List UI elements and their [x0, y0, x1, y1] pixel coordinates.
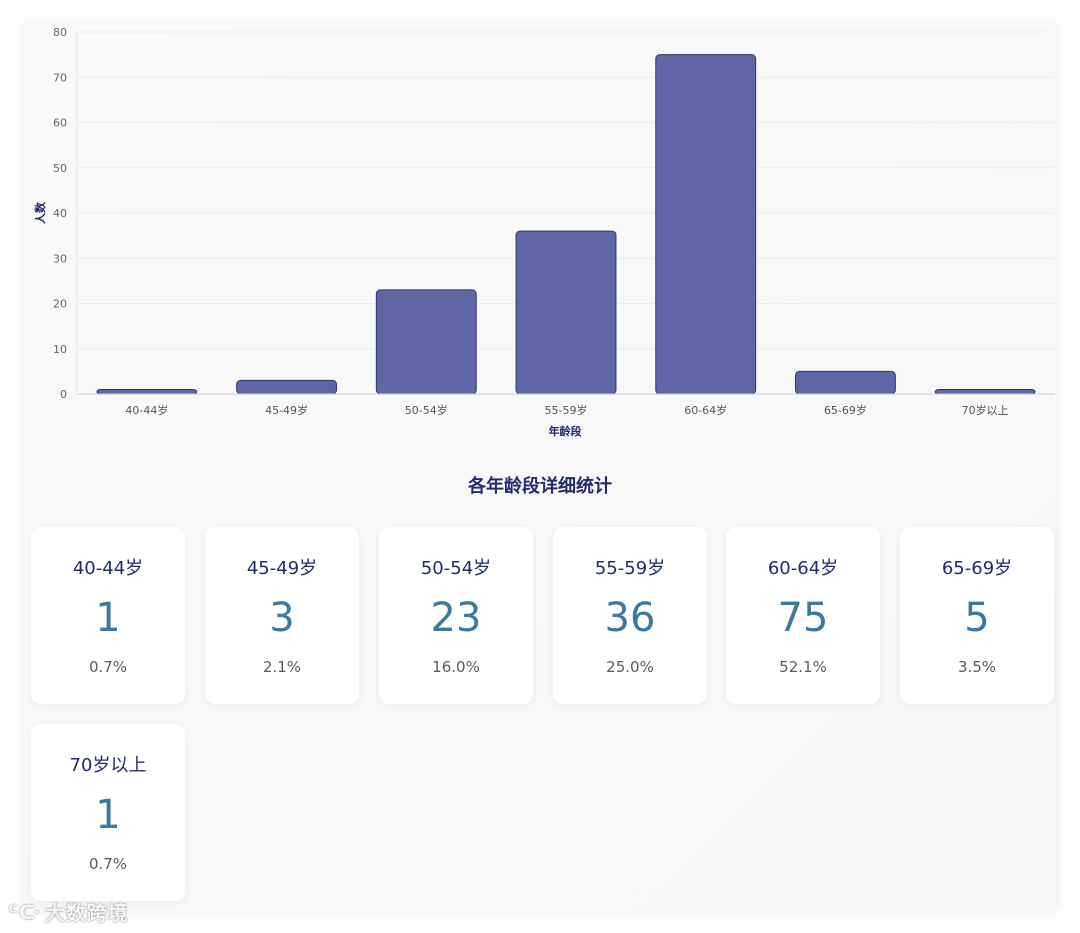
stat-card-range: 60-64岁: [767, 558, 839, 579]
x-tick-label: 65-69岁: [824, 403, 867, 417]
y-tick-label: 70: [53, 71, 67, 84]
stat-card: 40-44岁 1 0.7%: [31, 527, 185, 704]
stat-card: 55-59岁 36 25.0%: [553, 527, 707, 704]
stat-card-count: 1: [95, 595, 121, 641]
bar-0[interactable]: [96, 388, 198, 395]
y-tick-label: 0: [60, 388, 67, 401]
stat-card: 70岁以上 1 0.7%: [31, 724, 185, 901]
bar-2[interactable]: [375, 289, 477, 395]
stat-card-count: 36: [604, 595, 656, 641]
y-tick-label: 60: [53, 117, 67, 130]
stat-card-percent: 3.5%: [957, 658, 997, 676]
x-axis-ticks: 40-44岁 45-49岁 50-54岁 55-59岁 60-64岁 65-69岁 70岁以…: [125, 403, 1008, 417]
watermark-logo-icon: ᑦᑢ: [8, 899, 41, 924]
bar-1[interactable]: [236, 379, 338, 395]
dashboard-panel: [21, 20, 1059, 912]
stat-card-percent: 2.1%: [262, 658, 302, 676]
stat-card-range: 55-59岁: [594, 558, 666, 579]
x-tick-label: 60-64岁: [684, 403, 727, 417]
stat-card: 60-64岁 75 52.1%: [726, 527, 880, 704]
y-tick-label: 20: [53, 298, 67, 311]
stat-card-percent: 16.0%: [432, 658, 480, 676]
x-tick-label: 55-59岁: [545, 403, 588, 417]
watermark: ᑦᑢ 大数跨境: [8, 897, 129, 926]
bar-6[interactable]: [934, 388, 1036, 395]
x-axis-title: 年龄段: [549, 424, 582, 438]
stat-card-count: 75: [777, 595, 829, 641]
stat-card-range: 50-54岁: [420, 558, 492, 579]
x-tick-label: 50-54岁: [405, 403, 448, 417]
stat-card: 50-54岁 23 16.0%: [379, 527, 533, 704]
stat-card-count: 3: [269, 595, 295, 641]
stat-card-count: 23: [430, 595, 482, 641]
watermark-text: 大数跨境: [44, 901, 129, 925]
bar-4[interactable]: [655, 54, 757, 395]
y-tick-label: 80: [53, 26, 67, 39]
stat-card-percent: 0.7%: [88, 658, 128, 676]
stat-card: 45-49岁 3 2.1%: [205, 527, 359, 704]
stat-card-count: 1: [95, 792, 121, 838]
stat-card: 65-69岁 5 3.5%: [900, 527, 1054, 704]
age-bar-chart: 0 10 20 30 40 50 60 70 80 40-44岁 45-49岁 50-54岁 55-5…: [33, 26, 1055, 438]
y-axis-title: 人数: [33, 201, 47, 224]
stat-card-range: 65-69岁: [941, 558, 1013, 579]
stat-card-percent: 25.0%: [606, 658, 654, 676]
y-tick-label: 40: [53, 207, 67, 220]
stats-section-title: 各年龄段详细统计: [468, 476, 612, 497]
y-tick-label: 10: [53, 343, 67, 356]
bar-3[interactable]: [515, 230, 617, 395]
y-axis-ticks: 0 10 20 30 40 50 60 70 80: [53, 26, 67, 401]
y-tick-label: 50: [53, 162, 67, 175]
bars: [96, 54, 1036, 395]
x-tick-label: 40-44岁: [125, 403, 168, 417]
bar-5[interactable]: [794, 370, 896, 395]
x-tick-label: 70岁以上: [962, 403, 1009, 417]
stat-card-count: 5: [964, 595, 990, 641]
stat-card-range: 45-49岁: [246, 558, 318, 579]
x-tick-label: 45-49岁: [265, 403, 308, 417]
stat-card-percent: 0.7%: [88, 855, 128, 873]
stat-card-range: 70岁以上: [69, 755, 147, 776]
stat-card-percent: 52.1%: [779, 658, 827, 676]
y-tick-label: 30: [53, 252, 67, 265]
stat-card-range: 40-44岁: [72, 558, 144, 579]
